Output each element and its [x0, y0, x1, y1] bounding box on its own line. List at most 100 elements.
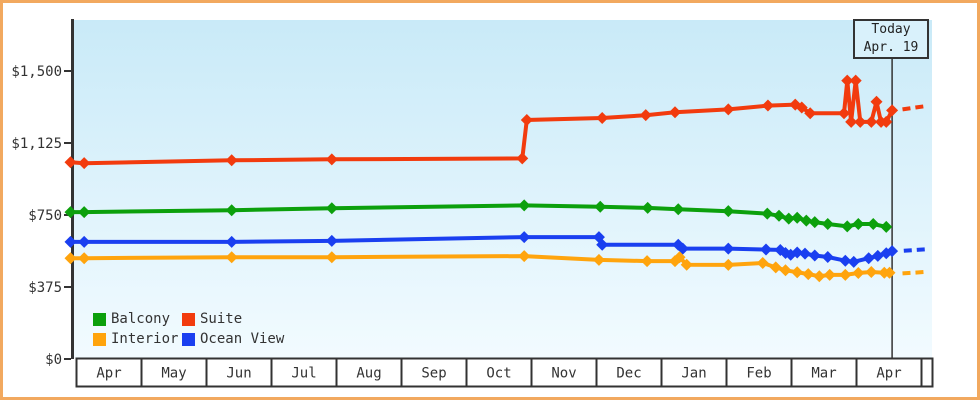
- data-point-diamond: [800, 214, 813, 227]
- series-suite: [64, 74, 928, 170]
- ocean-view-swatch-icon: [182, 332, 195, 346]
- data-point-diamond: [518, 199, 531, 212]
- month-label: Feb: [746, 366, 771, 382]
- data-point-diamond: [669, 255, 681, 268]
- data-point-diamond: [516, 152, 529, 165]
- data-point-diamond: [641, 201, 654, 214]
- data-point-diamond: [795, 101, 808, 114]
- data-point-diamond: [722, 205, 735, 218]
- data-point-diamond: [821, 251, 834, 264]
- y-tick-label: $1,125: [11, 136, 62, 152]
- legend-label: Balcony: [111, 311, 171, 327]
- month-label: Nov: [551, 366, 576, 382]
- y-tick-label: $375: [28, 280, 62, 296]
- data-point-diamond: [791, 266, 804, 279]
- y-tick-label: $750: [28, 208, 62, 224]
- data-point-diamond: [852, 218, 865, 231]
- data-point-diamond: [680, 258, 693, 271]
- data-point-diamond: [779, 264, 792, 277]
- data-point-diamond: [773, 209, 785, 222]
- data-point-diamond: [862, 252, 875, 265]
- y-axis: $0 $375 $750 $1,125 $1,500: [11, 19, 74, 368]
- legend-item-suite: Suite: [182, 311, 242, 327]
- interior-swatch-icon: [93, 332, 106, 346]
- y-tick-label: $0: [45, 352, 62, 368]
- x-axis: Apr May Jun Jul Aug Sep Oct Nov Dec Jan Feb Mar Apr: [75, 357, 934, 388]
- legend-label: Suite: [200, 311, 243, 327]
- data-point-diamond: [225, 251, 238, 264]
- y-axis-line: [71, 19, 74, 359]
- data-point-diamond: [672, 203, 685, 216]
- data-point-diamond: [821, 218, 834, 231]
- data-point-diamond: [841, 74, 854, 87]
- today-label: Today: [871, 22, 911, 37]
- data-point-diamond: [225, 204, 238, 217]
- data-point-diamond: [78, 206, 91, 219]
- data-point-diamond: [841, 220, 854, 233]
- data-point-diamond: [673, 251, 686, 264]
- data-point-diamond: [64, 206, 77, 219]
- data-point-diamond: [722, 258, 735, 271]
- series-forecast-line: [902, 103, 928, 112]
- data-point-diamond: [839, 268, 852, 281]
- data-point-diamond: [592, 253, 605, 266]
- today-marker-box: Today Apr. 19: [853, 19, 929, 59]
- suite-swatch-icon: [182, 312, 195, 326]
- data-point-diamond: [520, 113, 533, 126]
- data-point-diamond: [813, 270, 826, 283]
- data-point-diamond: [64, 235, 77, 248]
- series-balcony: [64, 199, 893, 233]
- data-point-diamond: [225, 154, 238, 167]
- month-label: Aug: [356, 366, 381, 382]
- data-point-diamond: [823, 268, 836, 281]
- data-point-diamond: [518, 250, 531, 263]
- month-label: Jun: [226, 366, 251, 382]
- data-point-diamond: [854, 115, 867, 128]
- data-point-diamond: [325, 251, 338, 264]
- data-point-diamond: [845, 115, 858, 128]
- month-label: Sep: [421, 366, 446, 382]
- data-point-diamond: [870, 95, 883, 108]
- data-point-diamond: [64, 156, 77, 169]
- series-forecast-line: [902, 269, 928, 276]
- data-point-diamond: [791, 211, 804, 224]
- data-point-diamond: [669, 106, 681, 119]
- data-point-diamond: [880, 115, 893, 128]
- month-label: Jan: [681, 366, 706, 382]
- data-point-diamond: [722, 103, 735, 116]
- series-interior: [64, 250, 928, 283]
- month-label: Dec: [616, 366, 641, 382]
- data-point-diamond: [639, 109, 652, 122]
- data-point-diamond: [518, 231, 531, 244]
- data-point-diamond: [886, 245, 899, 258]
- data-point-diamond: [78, 235, 91, 248]
- legend-label: Ocean View: [200, 331, 285, 347]
- data-point-diamond: [325, 234, 338, 247]
- data-point-diamond: [867, 218, 880, 231]
- data-point-diamond: [847, 255, 860, 268]
- data-point-diamond: [865, 266, 878, 279]
- data-point-diamond: [852, 266, 865, 279]
- balcony-swatch-icon: [93, 312, 106, 326]
- legend-label: Interior: [111, 331, 179, 347]
- data-point-diamond: [804, 107, 817, 120]
- month-label: May: [161, 366, 186, 382]
- legend-item-balcony: Balcony: [93, 311, 170, 327]
- data-point-diamond: [802, 268, 815, 281]
- data-point-diamond: [64, 252, 77, 265]
- month-label: Oct: [486, 366, 511, 382]
- data-point-diamond: [761, 99, 774, 112]
- data-point-diamond: [799, 247, 811, 260]
- data-point-diamond: [78, 157, 91, 170]
- data-point-diamond: [839, 254, 852, 267]
- data-point-diamond: [791, 246, 804, 259]
- data-point-diamond: [225, 235, 238, 248]
- data-point-diamond: [325, 153, 338, 166]
- month-row: [75, 357, 934, 388]
- data-point-diamond: [641, 255, 654, 268]
- data-point-diamond: [596, 112, 609, 125]
- data-point-diamond: [883, 266, 896, 279]
- month-label: Apr: [96, 366, 121, 382]
